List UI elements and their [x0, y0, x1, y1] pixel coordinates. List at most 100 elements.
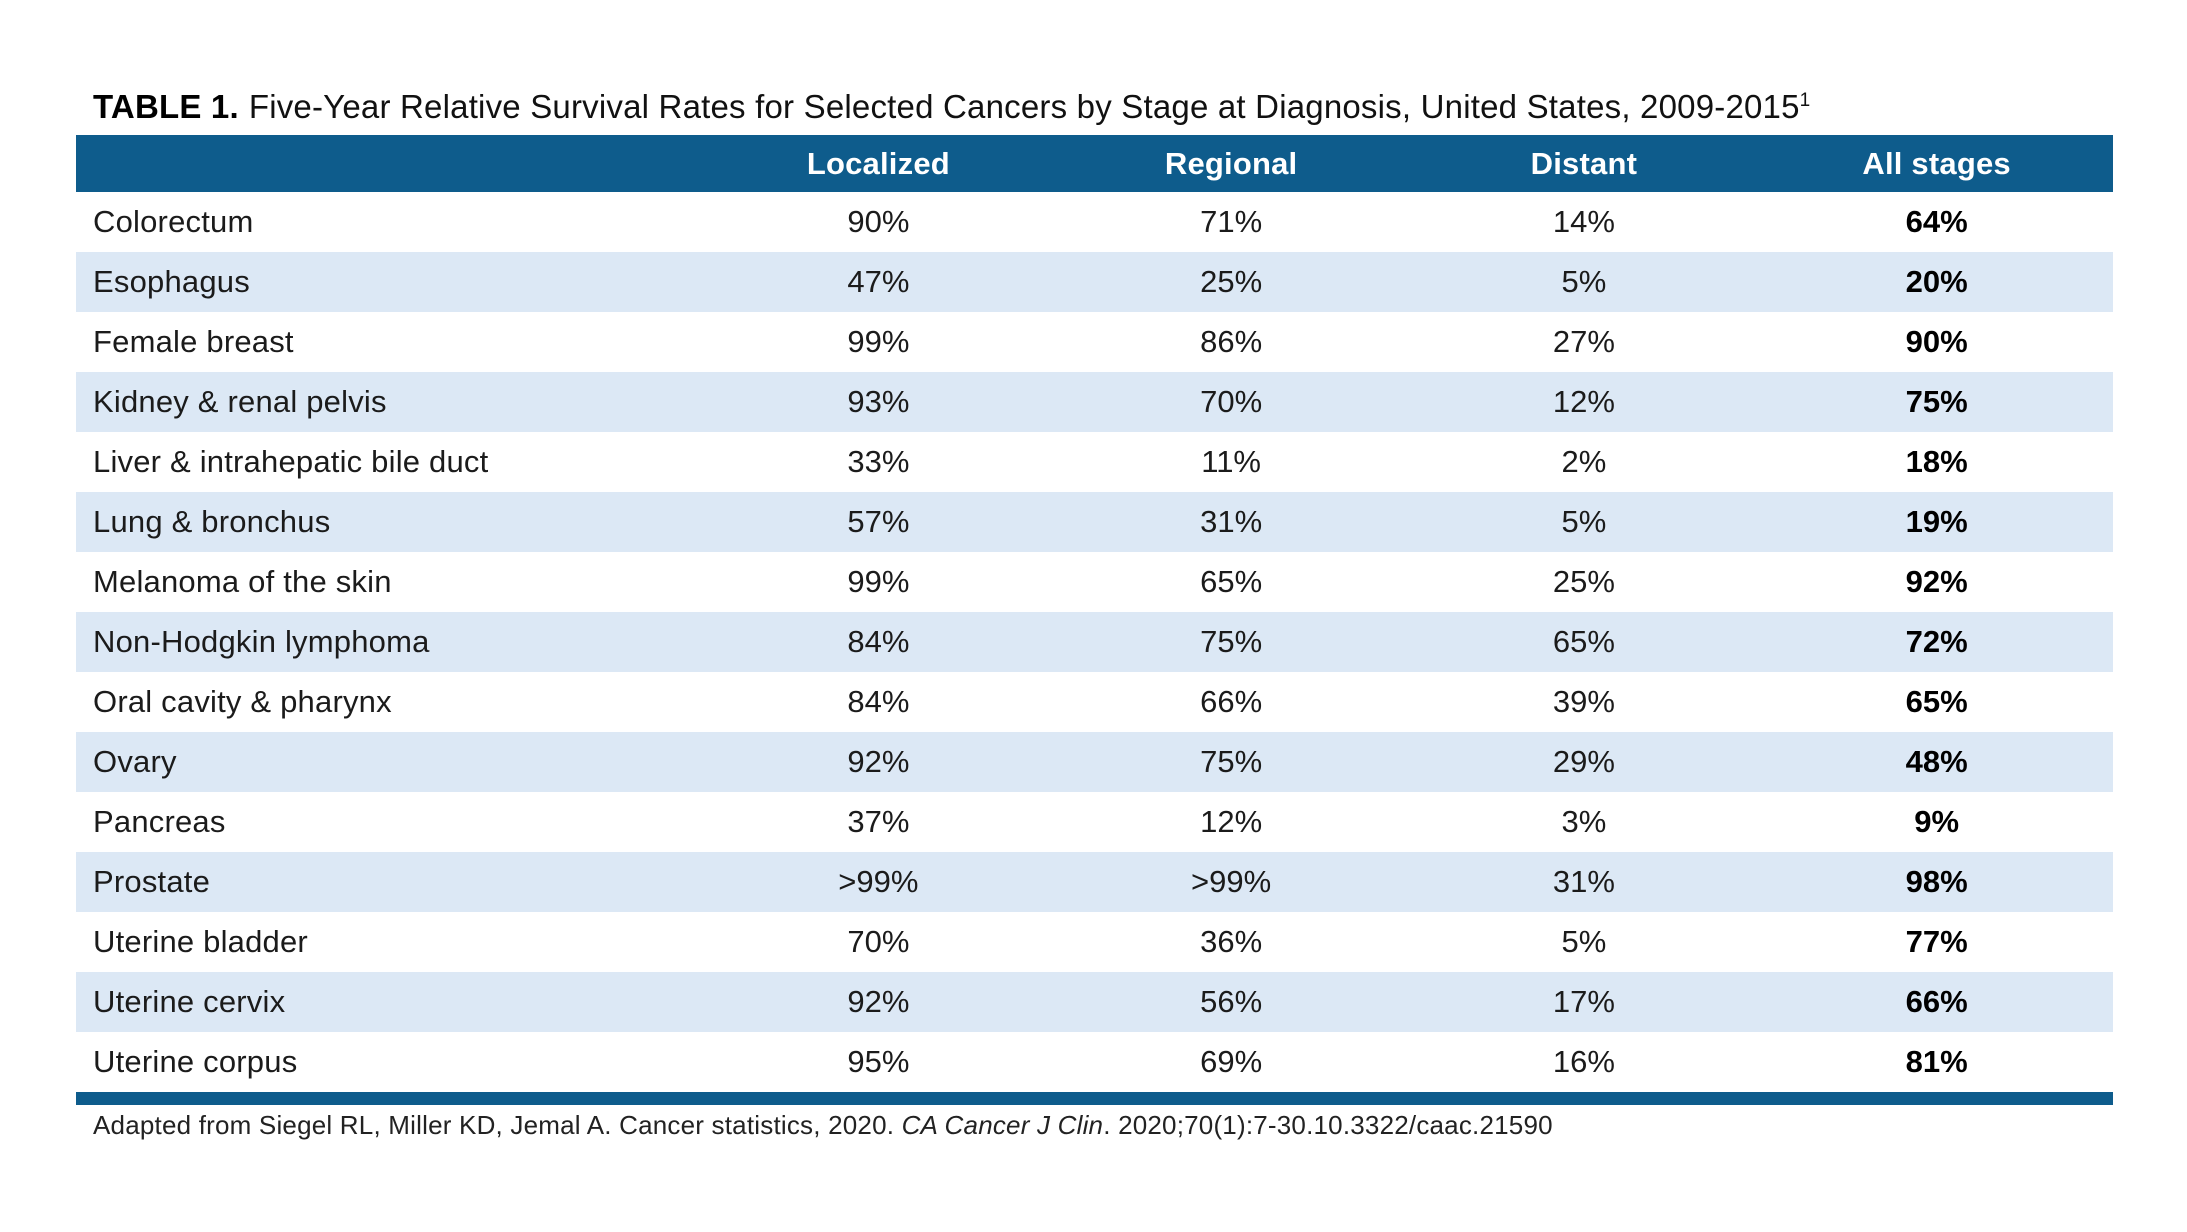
stage-value: 5% — [1561, 264, 1607, 299]
stage-value: 12% — [1200, 804, 1263, 839]
stage-value: 5% — [1561, 924, 1607, 959]
all-stages-value: 19% — [1905, 504, 1968, 539]
stage-value: 39% — [1552, 684, 1615, 719]
stage-value: 29% — [1552, 744, 1615, 779]
cancer-site-label: Uterine cervix — [93, 984, 286, 1019]
survival-rates-table: Localized Regional Distant All stages Co… — [76, 135, 2113, 1092]
all-stages-value: 77% — [1905, 924, 1968, 959]
stage-value: 17% — [1552, 984, 1615, 1019]
all-stages-value: 65% — [1905, 684, 1968, 719]
stage-value: 86% — [1200, 324, 1263, 359]
table-row: Kidney & renal pelvis 93% 70% 12% 75% — [76, 372, 2113, 432]
table-row: Pancreas 37% 12% 3% 9% — [76, 792, 2113, 852]
cancer-site-label: Kidney & renal pelvis — [93, 384, 387, 419]
stage-value: 70% — [1200, 384, 1263, 419]
title-superscript: 1 — [1799, 90, 1811, 111]
stage-value: 16% — [1552, 1044, 1615, 1079]
all-stages-value: 18% — [1905, 444, 1968, 479]
stage-value: 3% — [1561, 804, 1607, 839]
table-body: Colorectum 90% 71% 14% 64% Esophagus 47% 25% 5% 2… — [76, 192, 2113, 1092]
table-row: Non-Hodgkin lymphoma 84% 75% 65% 72% — [76, 612, 2113, 672]
stage-value: 56% — [1200, 984, 1263, 1019]
cancer-site-label: Uterine corpus — [93, 1044, 298, 1079]
cancer-site-label: Non-Hodgkin lymphoma — [93, 624, 430, 659]
table-row: Uterine bladder 70% 36% 5% 77% — [76, 912, 2113, 972]
stage-value: 2% — [1561, 444, 1607, 479]
cancer-site-label: Esophagus — [93, 264, 250, 299]
stage-value: >99% — [1191, 864, 1272, 899]
stage-value: 65% — [1552, 624, 1615, 659]
stage-value: 92% — [847, 744, 910, 779]
table-title-text: Five-Year Relative Survival Rates for Se… — [248, 88, 1800, 125]
stage-value: 99% — [847, 564, 910, 599]
all-stages-value: 75% — [1905, 384, 1968, 419]
all-stages-value: 92% — [1905, 564, 1968, 599]
stage-value: 12% — [1552, 384, 1615, 419]
stage-value: 25% — [1200, 264, 1263, 299]
table-row: Lung & bronchus 57% 31% 5% 19% — [76, 492, 2113, 552]
all-stages-value: 20% — [1905, 264, 1968, 299]
stage-value: 31% — [1552, 864, 1615, 899]
cancer-site-label: Pancreas — [93, 804, 226, 839]
header-localized: Localized — [806, 145, 950, 181]
stage-value: 36% — [1200, 924, 1263, 959]
stage-value: 14% — [1552, 204, 1615, 239]
stage-value: 92% — [847, 984, 910, 1019]
table-row: Ovary 92% 75% 29% 48% — [76, 732, 2113, 792]
header-distant: Distant — [1530, 145, 1638, 181]
cancer-site-label: Ovary — [93, 744, 177, 779]
stage-value: 75% — [1200, 624, 1263, 659]
stage-value: 75% — [1200, 744, 1263, 779]
cancer-site-label: Prostate — [93, 864, 211, 899]
stage-value: 93% — [847, 384, 910, 419]
table-title: TABLE 1. Five-Year Relative Survival Rate… — [93, 88, 1810, 126]
table-number-label: TABLE 1. — [93, 88, 239, 125]
all-stages-value: 48% — [1905, 744, 1968, 779]
citation-journal-italic: CA Cancer J Clin — [901, 1110, 1104, 1140]
all-stages-value: 64% — [1905, 204, 1968, 239]
table-row: Prostate >99% >99% 31% 98% — [76, 852, 2113, 912]
bottom-rule — [76, 1092, 2113, 1105]
stage-value: 71% — [1200, 204, 1263, 239]
header-all-stages: All stages — [1862, 145, 2011, 181]
cancer-site-label: Colorectum — [93, 204, 254, 239]
header-regional: Regional — [1164, 145, 1298, 181]
stage-value: 69% — [1200, 1044, 1263, 1079]
table-row: Melanoma of the skin 99% 65% 25% 92% — [76, 552, 2113, 612]
table-row: Uterine corpus 95% 69% 16% 81% — [76, 1032, 2113, 1092]
all-stages-value: 98% — [1905, 864, 1968, 899]
cancer-site-label: Uterine bladder — [93, 924, 308, 959]
table-row: Uterine cervix 92% 56% 17% 66% — [76, 972, 2113, 1032]
table-row: Colorectum 90% 71% 14% 64% — [76, 192, 2113, 252]
citation-text-pre: Adapted from Siegel RL, Miller KD, Jemal… — [93, 1110, 902, 1140]
stage-value: 84% — [847, 624, 910, 659]
stage-value: 31% — [1200, 504, 1263, 539]
table-row: Female breast 99% 86% 27% 90% — [76, 312, 2113, 372]
citation-text-post: . 2020;70(1):7-30.10.3322/caac.21590 — [1103, 1110, 1553, 1140]
stage-value: 25% — [1552, 564, 1615, 599]
stage-value: >99% — [838, 864, 919, 899]
stage-value: 70% — [847, 924, 910, 959]
table-header-row: Localized Regional Distant All stages — [76, 135, 2113, 192]
all-stages-value: 90% — [1905, 324, 1968, 359]
stage-value: 37% — [847, 804, 910, 839]
all-stages-value: 81% — [1905, 1044, 1968, 1079]
cancer-site-label: Melanoma of the skin — [93, 564, 392, 599]
table-row: Liver & intrahepatic bile duct 33% 11% 2% 18… — [76, 432, 2113, 492]
stage-value: 66% — [1200, 684, 1263, 719]
table-row: Esophagus 47% 25% 5% 20% — [76, 252, 2113, 312]
stage-value: 27% — [1552, 324, 1615, 359]
stage-value: 65% — [1200, 564, 1263, 599]
cancer-site-label: Oral cavity & pharynx — [93, 684, 392, 719]
all-stages-value: 9% — [1914, 804, 1960, 839]
stage-value: 11% — [1201, 444, 1261, 479]
stage-value: 33% — [847, 444, 910, 479]
citation-footnote: Adapted from Siegel RL, Miller KD, Jemal… — [93, 1110, 1553, 1141]
cancer-site-label: Liver & intrahepatic bile duct — [93, 444, 489, 479]
stage-value: 47% — [847, 264, 910, 299]
all-stages-value: 66% — [1905, 984, 1968, 1019]
stage-value: 95% — [847, 1044, 910, 1079]
cancer-site-label: Female breast — [93, 324, 294, 359]
stage-value: 84% — [847, 684, 910, 719]
